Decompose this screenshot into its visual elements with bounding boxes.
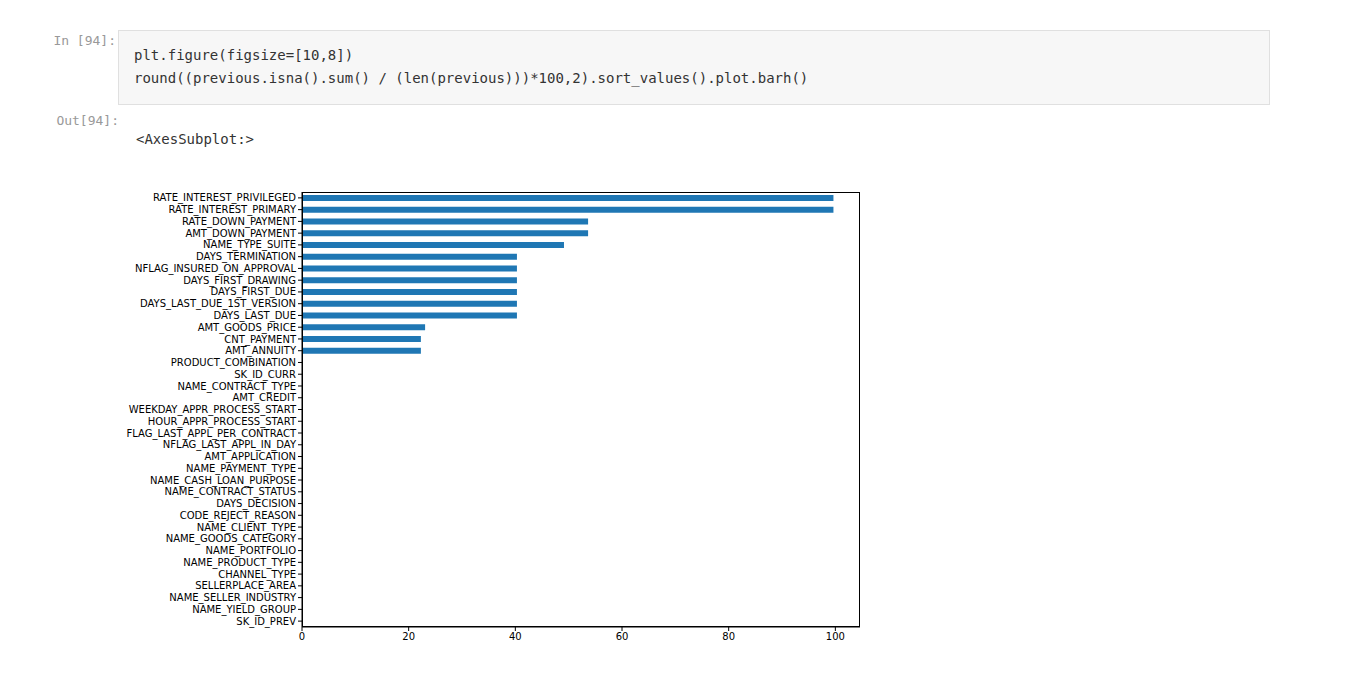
svg-text:AMT_DOWN_PAYMENT: AMT_DOWN_PAYMENT <box>185 228 297 240</box>
svg-text:RATE_INTEREST_PRIMARY: RATE_INTEREST_PRIMARY <box>169 204 297 216</box>
html-text:round((previous.isna().sum() /: round((previous.isna().sum() / (len(prev… <box>134 70 809 86</box>
svg-text:60: 60 <box>616 631 629 642</box>
svg-text:NFLAG_LAST_APPL_IN_DAY: NFLAG_LAST_APPL_IN_DAY <box>163 439 297 451</box>
svg-text:CODE_REJECT_REASON: CODE_REJECT_REASON <box>180 510 296 522</box>
svg-text:40: 40 <box>509 631 522 642</box>
svg-text:AMT_GOODS_PRICE: AMT_GOODS_PRICE <box>198 322 296 334</box>
svg-text:NAME_CONTRACT_STATUS: NAME_CONTRACT_STATUS <box>164 486 296 498</box>
svg-text:NFLAG_INSURED_ON_APPROVAL: NFLAG_INSURED_ON_APPROVAL <box>135 263 296 275</box>
svg-text:100: 100 <box>826 631 845 642</box>
svg-text:NAME_CLIENT_TYPE: NAME_CLIENT_TYPE <box>197 522 296 534</box>
svg-text:HOUR_APPR_PROCESS_START: HOUR_APPR_PROCESS_START <box>148 416 297 428</box>
svg-text:CHANNEL_TYPE: CHANNEL_TYPE <box>218 569 296 581</box>
html-text:plt.figure(figsize=[10,8]): plt.figure(figsize=[10,8]) <box>134 47 354 63</box>
svg-text:NAME_PAYMENT_TYPE: NAME_PAYMENT_TYPE <box>186 463 296 475</box>
svg-text:AMT_ANNUITY: AMT_ANNUITY <box>225 345 297 357</box>
svg-text:AMT_CREDIT: AMT_CREDIT <box>232 392 296 404</box>
svg-text:80: 80 <box>722 631 735 642</box>
svg-text:CNT_PAYMENT: CNT_PAYMENT <box>224 334 297 346</box>
svg-text:NAME_YIELD_GROUP: NAME_YIELD_GROUP <box>192 604 296 616</box>
html-text:In [94]:: In [94]: <box>53 33 116 48</box>
svg-text:DAYS_FIRST_DRAWING: DAYS_FIRST_DRAWING <box>183 275 296 287</box>
svg-text:PRODUCT_COMBINATION: PRODUCT_COMBINATION <box>171 357 296 369</box>
svg-text:WEEKDAY_APPR_PROCESS_START: WEEKDAY_APPR_PROCESS_START <box>129 404 297 416</box>
svg-text:NAME_PORTFOLIO: NAME_PORTFOLIO <box>205 545 296 557</box>
svg-text:DAYS_TERMINATION: DAYS_TERMINATION <box>196 251 296 263</box>
svg-text:NAME_PRODUCT_TYPE: NAME_PRODUCT_TYPE <box>183 557 296 569</box>
svg-text:DAYS_LAST_DUE: DAYS_LAST_DUE <box>214 310 296 322</box>
html-text:<AxesSubplot:>: <AxesSubplot:> <box>136 131 254 147</box>
svg-text:NAME_TYPE_SUITE: NAME_TYPE_SUITE <box>203 239 296 251</box>
svg-text:AMT_APPLICATION: AMT_APPLICATION <box>205 451 296 463</box>
svg-text:NAME_SELLER_INDUSTRY: NAME_SELLER_INDUSTRY <box>169 592 297 604</box>
svg-text:FLAG_LAST_APPL_PER_CONTRACT: FLAG_LAST_APPL_PER_CONTRACT <box>126 428 296 440</box>
svg-text:RATE_INTEREST_PRIVILEGED: RATE_INTEREST_PRIVILEGED <box>153 192 296 204</box>
svg-text:RATE_DOWN_PAYMENT: RATE_DOWN_PAYMENT <box>182 216 297 228</box>
svg-text:SK_ID_PREV: SK_ID_PREV <box>236 616 296 628</box>
html-text:Out[94]:: Out[94]: <box>56 113 119 128</box>
svg-text:0: 0 <box>299 631 305 642</box>
svg-text:SK_ID_CURR: SK_ID_CURR <box>234 369 296 381</box>
svg-text:20: 20 <box>402 631 415 642</box>
svg-text:DAYS_LAST_DUE_1ST_VERSION: DAYS_LAST_DUE_1ST_VERSION <box>140 298 296 310</box>
svg-text:DAYS_DECISION: DAYS_DECISION <box>216 498 296 510</box>
svg-text:SELLERPLACE_AREA: SELLERPLACE_AREA <box>195 580 296 592</box>
svg-text:NAME_CONTRACT_TYPE: NAME_CONTRACT_TYPE <box>177 381 296 393</box>
svg-text:NAME_CASH_LOAN_PURPOSE: NAME_CASH_LOAN_PURPOSE <box>150 475 296 487</box>
svg-text:NAME_GOODS_CATEGORY: NAME_GOODS_CATEGORY <box>166 533 297 545</box>
svg-text:DAYS_FIRST_DUE: DAYS_FIRST_DUE <box>211 286 297 298</box>
